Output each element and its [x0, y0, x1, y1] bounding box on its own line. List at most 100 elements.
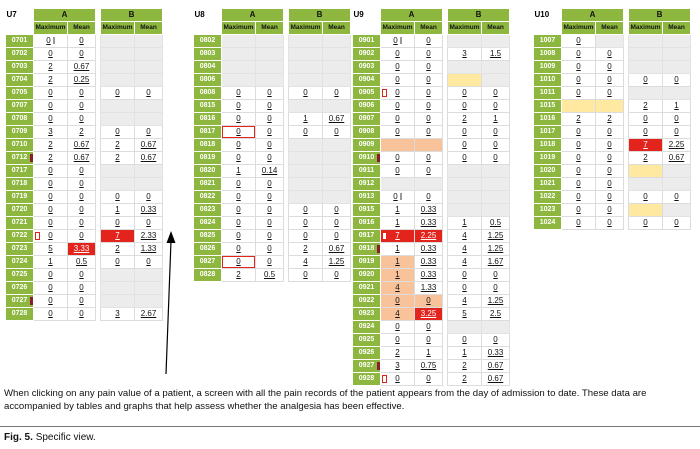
- pain-value-link[interactable]: 2: [48, 153, 53, 162]
- pain-value-cell[interactable]: 0.33: [414, 242, 443, 256]
- pain-value-link[interactable]: 0: [493, 101, 498, 110]
- pain-value-link[interactable]: 0.67: [73, 140, 90, 149]
- pain-value-link[interactable]: 0: [395, 374, 400, 383]
- pain-value-cell[interactable]: 0: [67, 164, 96, 178]
- pain-value-link[interactable]: 0: [267, 88, 272, 97]
- pain-value-link[interactable]: 0: [146, 218, 151, 227]
- pain-value-cell[interactable]: 0: [380, 125, 415, 139]
- pain-value-cell[interactable]: 0: [67, 99, 96, 113]
- pain-value-link[interactable]: 1: [395, 257, 400, 266]
- pain-value-cell[interactable]: 0: [481, 281, 510, 295]
- pain-value-link[interactable]: 0: [236, 244, 241, 253]
- pain-value-link[interactable]: 1: [48, 257, 53, 266]
- pain-value-link[interactable]: 1: [115, 205, 120, 214]
- patient-row-label[interactable]: 0728: [5, 307, 34, 321]
- pain-value-link[interactable]: 0.67: [140, 140, 157, 149]
- pain-value-link[interactable]: 0: [236, 192, 241, 201]
- pain-value-cell[interactable]: 0: [561, 164, 596, 178]
- patient-row-label[interactable]: 0712: [5, 151, 34, 165]
- pain-value-link[interactable]: 0: [303, 218, 308, 227]
- pain-value-cell[interactable]: 0.33: [134, 203, 163, 217]
- pain-value-link[interactable]: 2: [48, 75, 53, 84]
- pain-value-cell[interactable]: 0: [134, 255, 163, 269]
- pain-value-link[interactable]: 7: [395, 231, 400, 240]
- pain-value-link[interactable]: 0: [267, 127, 272, 136]
- patient-row-label[interactable]: 0803: [193, 47, 222, 61]
- pain-value-cell[interactable]: 0: [100, 125, 135, 139]
- pain-value-cell[interactable]: 0: [447, 151, 482, 165]
- pain-value-link[interactable]: 4: [303, 257, 308, 266]
- pain-value-link[interactable]: 0: [426, 36, 431, 45]
- pain-value-link[interactable]: 0: [48, 231, 53, 240]
- pain-value-link[interactable]: 2.25: [420, 231, 437, 240]
- patient-row-label[interactable]: 0717: [5, 164, 34, 178]
- pain-value-link[interactable]: 0.14: [261, 166, 278, 175]
- pain-value-link[interactable]: 0.33: [420, 218, 437, 227]
- pain-value-link[interactable]: 0: [48, 309, 53, 318]
- pain-value-link[interactable]: 0: [79, 218, 84, 227]
- pain-value-cell[interactable]: 1: [380, 203, 415, 217]
- pain-value-link[interactable]: 3.25: [420, 309, 437, 318]
- patient-row-label[interactable]: 1018: [533, 138, 562, 152]
- pain-value-link[interactable]: 0: [236, 205, 241, 214]
- pain-value-link[interactable]: 2: [576, 114, 581, 123]
- patient-row-label[interactable]: 1008: [533, 47, 562, 61]
- pain-value-cell[interactable]: 2: [288, 242, 323, 256]
- pain-value-cell[interactable]: 0: [67, 190, 96, 204]
- pain-value-cell[interactable]: 3.33: [67, 242, 96, 256]
- pain-value-link[interactable]: 1: [493, 114, 498, 123]
- pain-value-link[interactable]: 0: [576, 62, 581, 71]
- pain-value-link[interactable]: 1: [462, 218, 467, 227]
- pain-value-link[interactable]: 0: [576, 127, 581, 136]
- pain-value-link[interactable]: 0: [607, 179, 612, 188]
- pain-value-cell[interactable]: 0: [67, 281, 96, 295]
- pain-value-cell[interactable]: 4: [447, 242, 482, 256]
- pain-value-link[interactable]: 0: [426, 322, 431, 331]
- pain-value-link[interactable]: 0: [236, 127, 241, 136]
- pain-value-link[interactable]: 0.5: [75, 257, 88, 266]
- pain-value-cell[interactable]: 0: [595, 164, 624, 178]
- pain-value-cell[interactable]: 0: [595, 125, 624, 139]
- pain-value-cell[interactable]: 1: [414, 346, 443, 360]
- pain-value-cell[interactable]: 1.25: [481, 229, 510, 243]
- pain-value-cell[interactable]: 0: [414, 164, 443, 178]
- pain-value-link[interactable]: 0: [48, 166, 53, 175]
- pain-value-link[interactable]: 0: [395, 62, 400, 71]
- pain-value-cell[interactable]: 2: [561, 112, 596, 126]
- patient-row-label[interactable]: 0916: [352, 216, 381, 230]
- pain-value-link[interactable]: 1: [462, 348, 467, 357]
- patient-row-label[interactable]: 1009: [533, 60, 562, 74]
- pain-value-link[interactable]: 0: [493, 88, 498, 97]
- pain-value-link[interactable]: 0: [576, 179, 581, 188]
- pain-value-cell[interactable]: 0: [481, 99, 510, 113]
- pain-value-link[interactable]: 0.75: [420, 361, 437, 370]
- pain-value-cell[interactable]: 1.33: [134, 242, 163, 256]
- pain-value-link[interactable]: 0: [236, 88, 241, 97]
- patient-row-label[interactable]: 0727: [5, 294, 34, 308]
- pain-value-link[interactable]: 0: [79, 192, 84, 201]
- pain-value-cell[interactable]: 1.33: [414, 281, 443, 295]
- pain-value-cell[interactable]: 4: [447, 294, 482, 308]
- pain-value-link[interactable]: 0: [48, 179, 53, 188]
- pain-value-link[interactable]: 0: [115, 192, 120, 201]
- pain-value-cell[interactable]: 0.5: [255, 268, 284, 282]
- pain-value-link[interactable]: 0: [267, 244, 272, 253]
- pain-value-link[interactable]: 0: [462, 127, 467, 136]
- pain-value-link[interactable]: 4: [462, 296, 467, 305]
- pain-value-cell[interactable]: 0: [561, 177, 596, 191]
- patient-row-label[interactable]: 0707: [5, 99, 34, 113]
- pain-value-link[interactable]: 0: [607, 62, 612, 71]
- pain-value-cell[interactable]: 0: [33, 164, 68, 178]
- pain-value-cell[interactable]: 0: [481, 151, 510, 165]
- pain-value-link[interactable]: 2: [303, 244, 308, 253]
- pain-value-cell[interactable]: 0: [481, 268, 510, 282]
- pain-value-link[interactable]: 0: [576, 75, 581, 84]
- pain-value-cell[interactable]: 2: [33, 60, 68, 74]
- pain-value-cell[interactable]: 1: [662, 99, 691, 113]
- pain-value-link[interactable]: 0: [607, 127, 612, 136]
- pain-value-cell[interactable]: 0: [380, 99, 415, 113]
- patient-row-label[interactable]: 0710: [5, 138, 34, 152]
- pain-value-link[interactable]: 0.33: [487, 348, 504, 357]
- pain-value-link[interactable]: 0: [48, 218, 53, 227]
- patient-row-label[interactable]: 0903: [352, 60, 381, 74]
